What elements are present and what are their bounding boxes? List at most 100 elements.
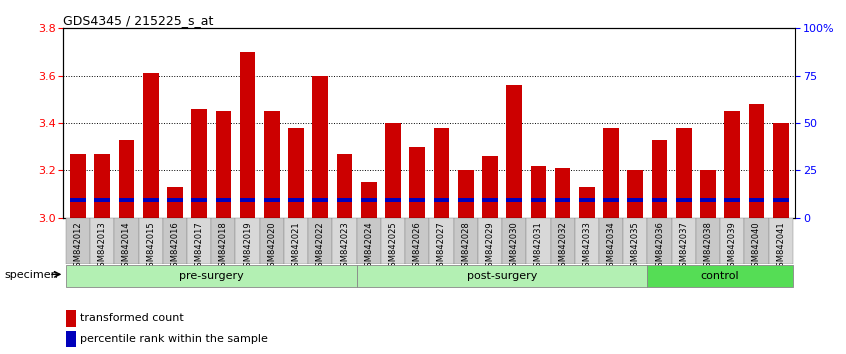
- Text: GSM842040: GSM842040: [752, 221, 761, 272]
- Text: GSM842041: GSM842041: [776, 221, 785, 272]
- Bar: [453, 218, 478, 264]
- Bar: [482, 156, 497, 218]
- Bar: [167, 187, 183, 218]
- Bar: [624, 218, 647, 264]
- Bar: [700, 198, 716, 202]
- Bar: [70, 198, 85, 202]
- Bar: [651, 139, 667, 218]
- Bar: [191, 109, 207, 218]
- Bar: [65, 310, 76, 326]
- Text: GSM842030: GSM842030: [509, 221, 519, 272]
- Text: GSM842023: GSM842023: [340, 221, 349, 272]
- Bar: [66, 218, 91, 264]
- Bar: [676, 198, 692, 202]
- Bar: [167, 198, 183, 202]
- Bar: [357, 265, 647, 287]
- Bar: [647, 218, 672, 264]
- Text: GSM842026: GSM842026: [413, 221, 421, 272]
- Bar: [749, 104, 764, 218]
- Text: control: control: [700, 271, 739, 281]
- Bar: [599, 218, 624, 264]
- Text: GDS4345 / 215225_s_at: GDS4345 / 215225_s_at: [63, 14, 214, 27]
- Bar: [409, 198, 425, 202]
- Text: GSM842022: GSM842022: [316, 221, 325, 272]
- Bar: [385, 123, 401, 218]
- Text: GSM842019: GSM842019: [243, 221, 252, 272]
- Bar: [555, 198, 570, 202]
- Bar: [579, 187, 595, 218]
- Bar: [235, 218, 260, 264]
- Bar: [260, 218, 284, 264]
- Bar: [143, 198, 158, 202]
- Bar: [744, 218, 768, 264]
- Bar: [357, 218, 381, 264]
- Bar: [308, 218, 332, 264]
- Bar: [482, 198, 497, 202]
- Text: GSM842035: GSM842035: [631, 221, 640, 272]
- Text: GSM842037: GSM842037: [679, 221, 689, 272]
- Bar: [724, 111, 740, 218]
- Text: transformed count: transformed count: [80, 313, 184, 323]
- Bar: [264, 111, 280, 218]
- Bar: [647, 265, 793, 287]
- Bar: [773, 198, 788, 202]
- Bar: [526, 218, 551, 264]
- Text: GSM842018: GSM842018: [219, 221, 228, 272]
- Bar: [284, 218, 308, 264]
- Bar: [574, 218, 599, 264]
- Bar: [264, 198, 280, 202]
- Bar: [118, 139, 135, 218]
- Bar: [312, 198, 328, 202]
- Bar: [768, 218, 793, 264]
- Bar: [385, 198, 401, 202]
- Bar: [70, 154, 85, 218]
- Text: GSM842031: GSM842031: [534, 221, 543, 272]
- Bar: [114, 218, 139, 264]
- Bar: [312, 76, 328, 218]
- Text: GSM842012: GSM842012: [74, 221, 83, 272]
- Bar: [506, 198, 522, 202]
- Bar: [332, 218, 357, 264]
- Bar: [506, 85, 522, 218]
- Bar: [724, 198, 740, 202]
- Bar: [239, 198, 255, 202]
- Text: GSM842014: GSM842014: [122, 221, 131, 272]
- Bar: [139, 218, 162, 264]
- Bar: [191, 198, 207, 202]
- Bar: [288, 198, 304, 202]
- Bar: [555, 168, 570, 218]
- Text: GSM842039: GSM842039: [728, 221, 737, 272]
- Text: GSM842015: GSM842015: [146, 221, 155, 272]
- Bar: [429, 218, 453, 264]
- Bar: [239, 52, 255, 218]
- Text: GSM842025: GSM842025: [388, 221, 398, 272]
- Bar: [409, 147, 425, 218]
- Bar: [95, 154, 110, 218]
- Bar: [361, 198, 376, 202]
- Bar: [530, 198, 547, 202]
- Text: GSM842029: GSM842029: [486, 221, 494, 272]
- Bar: [337, 154, 353, 218]
- Bar: [628, 198, 643, 202]
- Bar: [65, 331, 76, 347]
- Text: GSM842036: GSM842036: [655, 221, 664, 272]
- Bar: [337, 198, 353, 202]
- Bar: [405, 218, 429, 264]
- Text: GSM842021: GSM842021: [292, 221, 300, 272]
- Text: GSM842013: GSM842013: [98, 221, 107, 272]
- Bar: [381, 218, 405, 264]
- Bar: [720, 218, 744, 264]
- Bar: [773, 123, 788, 218]
- Bar: [118, 198, 135, 202]
- Text: GSM842020: GSM842020: [267, 221, 277, 272]
- Text: GSM842034: GSM842034: [607, 221, 616, 272]
- Bar: [676, 128, 692, 218]
- Bar: [216, 198, 231, 202]
- Text: percentile rank within the sample: percentile rank within the sample: [80, 334, 268, 344]
- Text: GSM842017: GSM842017: [195, 221, 204, 272]
- Bar: [66, 265, 357, 287]
- Bar: [187, 218, 212, 264]
- Bar: [212, 218, 235, 264]
- Bar: [434, 198, 449, 202]
- Bar: [162, 218, 187, 264]
